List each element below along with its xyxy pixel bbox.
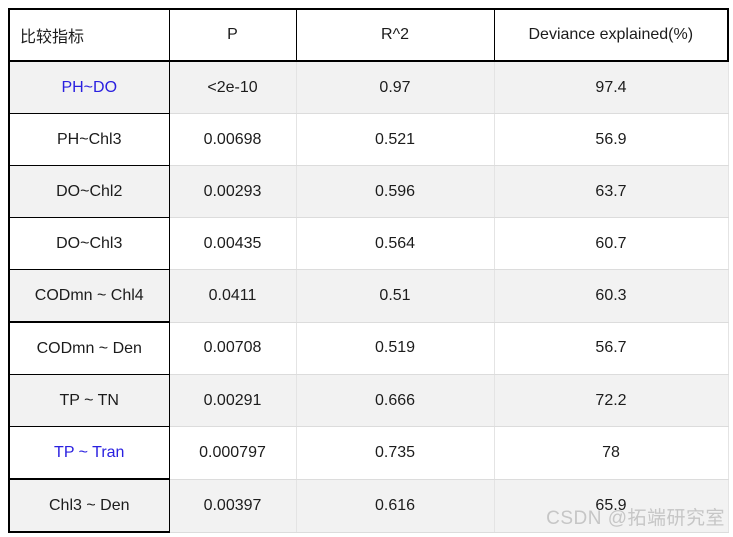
cell-deviance: 56.7 (494, 322, 729, 375)
cell-p: 0.00698 (169, 113, 297, 166)
cell-r2: 0.735 (296, 426, 495, 480)
cell-metric: DO~Chl3 (8, 217, 170, 270)
cell-p: 0.00435 (169, 217, 297, 270)
cell-p: 0.00293 (169, 165, 297, 218)
table-row: TP ~ Tran 0.000797 0.735 78 (8, 426, 729, 480)
cell-r2: 0.596 (296, 165, 495, 218)
cell-r2: 0.519 (296, 322, 495, 375)
table-body: PH~DO <2e-10 0.97 97.4 PH~Chl3 0.00698 0… (8, 61, 729, 533)
cell-deviance: 63.7 (494, 165, 729, 218)
table-row: DO~Chl2 0.00293 0.596 63.7 (8, 165, 729, 218)
cell-deviance: 60.3 (494, 269, 729, 323)
cell-p: 0.000797 (169, 426, 297, 480)
cell-p: 0.00291 (169, 374, 297, 427)
cell-r2: 0.666 (296, 374, 495, 427)
cell-p: 0.0411 (169, 269, 297, 323)
col-header-metric: 比较指标 (8, 8, 170, 62)
cell-r2: 0.97 (296, 61, 495, 114)
cell-metric: PH~DO (8, 61, 170, 114)
col-header-p: P (168, 8, 297, 62)
cell-r2: 0.51 (296, 269, 495, 323)
cell-p: 0.00397 (169, 479, 297, 533)
header-row: 比较指标 P R^2 Deviance explained(%) (8, 8, 729, 62)
table-row: TP ~ TN 0.00291 0.666 72.2 (8, 374, 729, 427)
cell-r2: 0.521 (296, 113, 495, 166)
cell-r2: 0.564 (296, 217, 495, 270)
cell-metric: TP ~ TN (8, 374, 170, 427)
cell-metric: CODmn ~ Chl4 (8, 269, 170, 323)
table-header: 比较指标 P R^2 Deviance explained(%) (8, 8, 729, 62)
model-comparison-table: 比较指标 P R^2 Deviance explained(%) PH~DO <… (8, 8, 729, 533)
cell-metric: DO~Chl2 (8, 165, 170, 218)
cell-r2: 0.616 (296, 479, 495, 533)
table-row: PH~DO <2e-10 0.97 97.4 (8, 61, 729, 114)
table-row: DO~Chl3 0.00435 0.564 60.7 (8, 217, 729, 270)
col-header-deviance: Deviance explained(%) (493, 8, 729, 62)
table-row: Chl3 ~ Den 0.00397 0.616 65.9 (8, 479, 729, 533)
cell-deviance: 72.2 (494, 374, 729, 427)
cell-deviance: 65.9 (494, 479, 729, 533)
cell-deviance: 60.7 (494, 217, 729, 270)
cell-deviance: 97.4 (494, 61, 729, 114)
cell-metric: TP ~ Tran (8, 426, 170, 480)
cell-deviance: 56.9 (494, 113, 729, 166)
cell-metric: CODmn ~ Den (8, 322, 170, 375)
cell-metric: Chl3 ~ Den (8, 479, 170, 533)
table-row: CODmn ~ Den 0.00708 0.519 56.7 (8, 322, 729, 375)
cell-deviance: 78 (494, 426, 729, 480)
cell-metric: PH~Chl3 (8, 113, 170, 166)
cell-p: <2e-10 (169, 61, 297, 114)
col-header-r2: R^2 (295, 8, 495, 62)
table-row: CODmn ~ Chl4 0.0411 0.51 60.3 (8, 269, 729, 323)
cell-p: 0.00708 (169, 322, 297, 375)
table-row: PH~Chl3 0.00698 0.521 56.9 (8, 113, 729, 166)
